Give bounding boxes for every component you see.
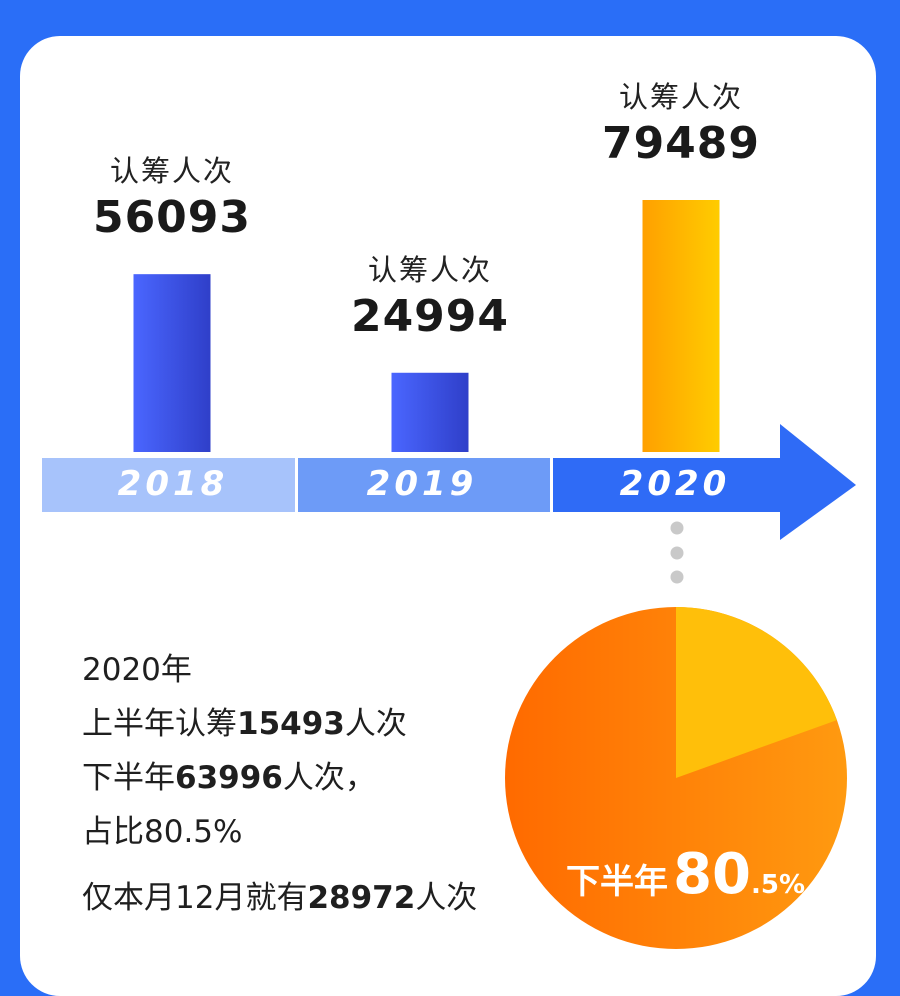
- bar-value-2020: 79489: [601, 118, 761, 169]
- timeline-segment-2018: [42, 458, 295, 512]
- timeline: [42, 424, 856, 540]
- info-second-half-number: 63996: [175, 760, 283, 796]
- chart-canvas: [42, 200, 856, 949]
- bars-layer: [133, 200, 720, 452]
- info-second-half: 下半年63996人次，: [82, 752, 376, 797]
- year-label-2020: 2020: [619, 464, 731, 504]
- pie-label-text: 下半年: [566, 862, 668, 902]
- bar-2019: [391, 372, 469, 452]
- bar-2018: [133, 274, 211, 452]
- info-december-post: 人次: [415, 880, 478, 916]
- info-year: 2020年: [82, 652, 192, 688]
- info-first-half: 上半年认筹15493人次: [82, 698, 407, 743]
- pie-slice-label: 下半年 80.5%: [566, 842, 805, 907]
- info-december: 仅本月12月就有28972人次: [82, 872, 477, 917]
- bar-caption-2019: 认筹人次: [367, 252, 492, 287]
- info-first-half-number: 15493: [237, 706, 345, 742]
- bar-2020: [642, 200, 720, 452]
- content-card: 认筹人次 56093 认筹人次 24994 认筹人次 79489 2018 2019 2020 …: [20, 36, 876, 996]
- connector-dot-2: [670, 546, 684, 560]
- year-label-2018: 2018: [117, 464, 229, 504]
- connector-dots: [670, 521, 684, 584]
- info-second-half-pre: 下半年: [82, 760, 175, 796]
- timeline-segment-2020: [553, 458, 780, 512]
- info-first-half-pre: 上半年认筹: [82, 706, 237, 742]
- info-december-pre: 仅本月12月就有: [82, 880, 308, 916]
- connector-dot-1: [670, 521, 684, 535]
- pie-label-big: 80: [673, 842, 752, 907]
- year-label-2019: 2019: [366, 464, 478, 504]
- bar-caption-2020: 认筹人次: [618, 80, 743, 114]
- connector-dot-3: [670, 570, 684, 584]
- pie-label-small: .5%: [751, 870, 806, 900]
- timeline-segment-2019: [298, 458, 550, 512]
- timeline-arrow-icon: [780, 424, 856, 540]
- bar-value-2019: 24994: [350, 290, 510, 342]
- bar-caption-2018: 认筹人次: [109, 154, 234, 189]
- info-second-half-post: 人次，: [282, 760, 376, 796]
- info-december-number: 28972: [307, 880, 416, 916]
- pie-chart: [505, 607, 847, 949]
- bar-value-2018: 56093: [92, 192, 252, 244]
- pie-slice-first-half: [676, 607, 837, 778]
- info-first-half-post: 人次: [344, 706, 407, 742]
- info-share: 占比80.5%: [82, 814, 243, 850]
